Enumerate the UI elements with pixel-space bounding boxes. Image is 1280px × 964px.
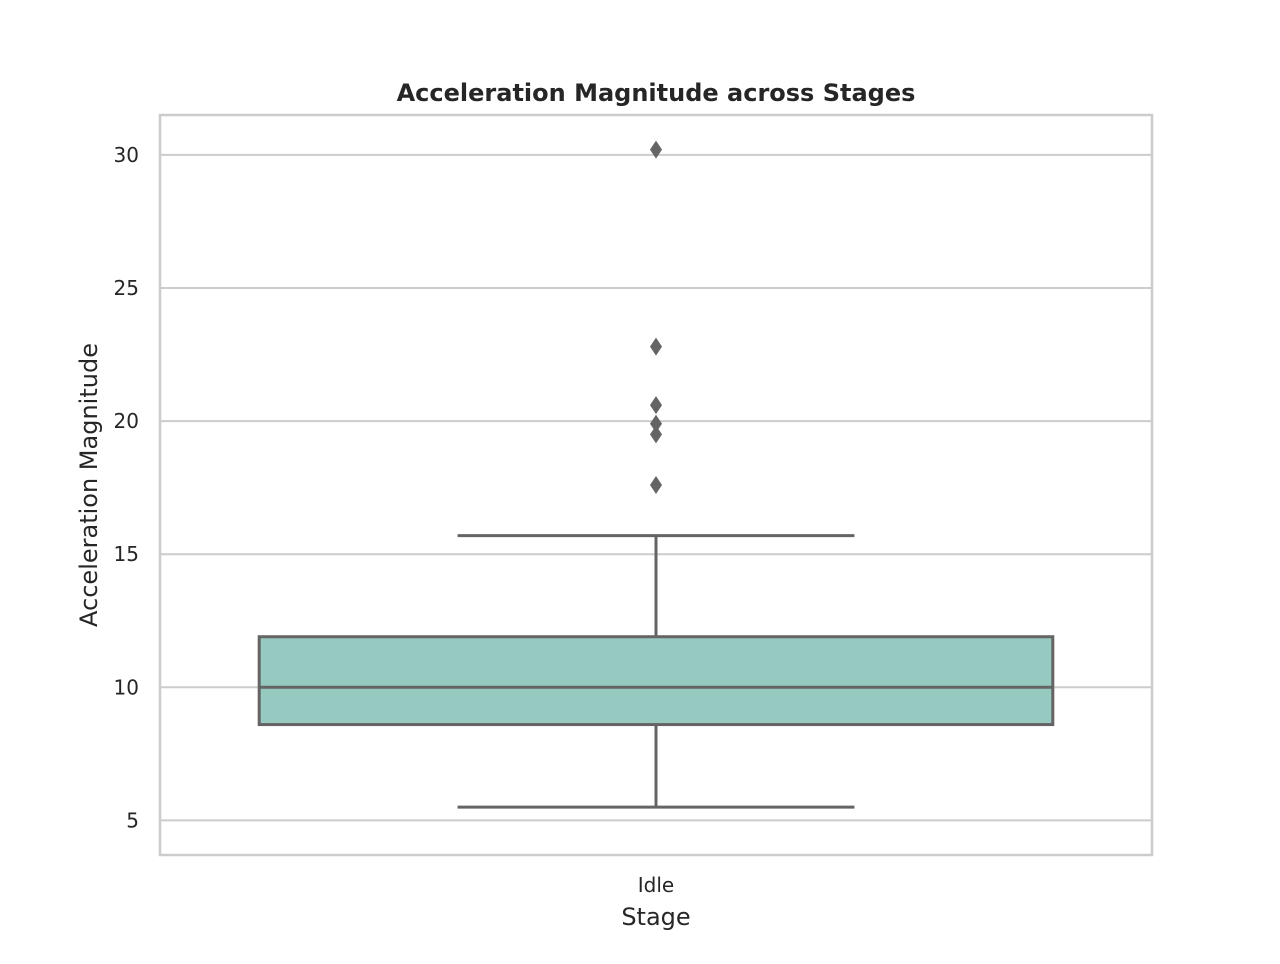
y-tick-label: 10 [114, 675, 139, 699]
x-tick-label: Idle [638, 873, 674, 897]
outlier-point [650, 337, 662, 356]
y-tick-label: 25 [114, 276, 139, 300]
outlier-point [650, 425, 662, 444]
y-tick-label: 15 [114, 542, 139, 566]
y-axis-ticks: 5 10 15 20 25 30 [114, 143, 139, 832]
outlier-point [650, 414, 662, 433]
plot-frame [158, 113, 1154, 857]
boxes [257, 140, 1055, 809]
x-axis-ticks: Idle [638, 873, 674, 897]
y-tick-label: 20 [114, 409, 139, 433]
y-axis-label: Acceleration Magnitude [75, 343, 103, 627]
outlier-point [650, 476, 662, 494]
box-group [257, 140, 1055, 809]
y-tick-label: 5 [126, 808, 139, 832]
chart-title: Acceleration Magnitude across Stages [397, 79, 916, 107]
y-tick-label: 30 [114, 143, 139, 167]
iqr-box [257, 635, 1055, 727]
outlier-point [650, 396, 662, 415]
outlier-point [650, 140, 662, 159]
x-axis-label: Stage [621, 903, 690, 931]
